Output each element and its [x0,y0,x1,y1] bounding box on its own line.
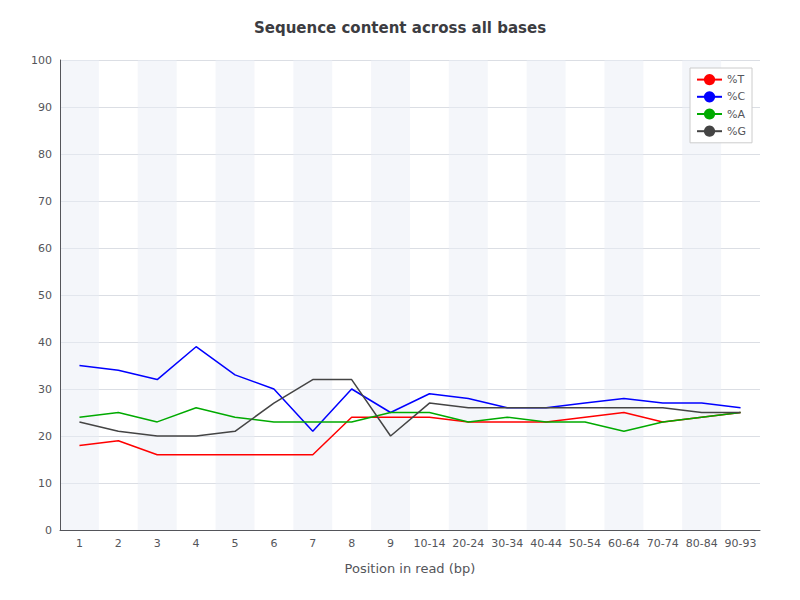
svg-text:40-44: 40-44 [530,537,562,550]
svg-text:100: 100 [31,54,52,67]
svg-text:10: 10 [38,477,52,490]
svg-text:5: 5 [232,537,239,550]
svg-text:2: 2 [115,537,122,550]
svg-text:6: 6 [270,537,277,550]
svg-text:20: 20 [38,430,52,443]
svg-text:90-93: 90-93 [725,537,757,550]
svg-text:30-34: 30-34 [491,537,523,550]
svg-text:%C: %C [727,90,745,103]
svg-text:1: 1 [76,537,83,550]
svg-text:10-14: 10-14 [413,537,445,550]
svg-text:50: 50 [38,289,52,302]
svg-text:60-64: 60-64 [608,537,640,550]
svg-text:60: 60 [38,242,52,255]
svg-text:3: 3 [154,537,161,550]
svg-text:70: 70 [38,195,52,208]
svg-text:70-74: 70-74 [647,537,679,550]
svg-text:40: 40 [38,336,52,349]
svg-text:Position in read (bp): Position in read (bp) [345,561,476,576]
svg-text:Sequence content across all ba: Sequence content across all bases [254,19,546,37]
svg-text:%G: %G [727,125,746,138]
svg-text:4: 4 [193,537,200,550]
svg-text:80: 80 [38,148,52,161]
svg-text:30: 30 [38,383,52,396]
svg-text:%A: %A [727,108,745,121]
svg-text:9: 9 [387,537,394,550]
svg-text:0: 0 [45,524,52,537]
svg-text:%T: %T [727,73,744,86]
svg-text:50-54: 50-54 [569,537,601,550]
svg-text:20-24: 20-24 [452,537,484,550]
svg-text:90: 90 [38,101,52,114]
svg-text:80-84: 80-84 [686,537,718,550]
svg-text:7: 7 [309,537,316,550]
svg-text:8: 8 [348,537,355,550]
